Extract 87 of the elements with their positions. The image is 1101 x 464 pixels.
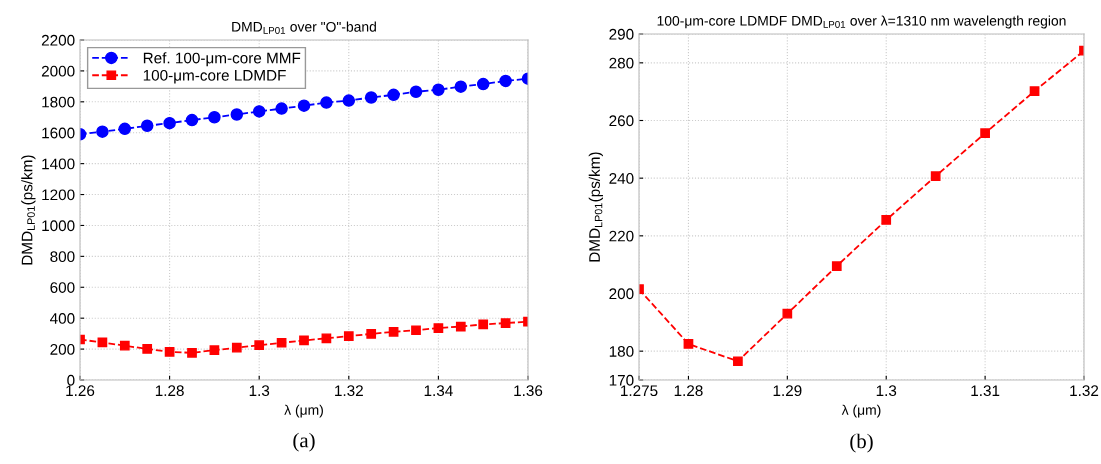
x-axis-title: λ (μm): [284, 404, 323, 418]
point: [980, 128, 990, 139]
point: [299, 335, 309, 346]
x-tick-label: 1.32: [335, 385, 363, 397]
y-tick-label: 290: [609, 28, 634, 40]
point: [930, 171, 941, 182]
legend-label: Ref. 100-μm-core MMF: [143, 52, 301, 67]
point: [320, 96, 333, 109]
point: [733, 356, 743, 367]
x-tick-label: 1.28: [155, 385, 184, 397]
text: (b): [850, 433, 873, 453]
point: [119, 340, 130, 351]
point: [500, 318, 511, 328]
x-axis-title: λ (μm): [841, 404, 881, 418]
x-tick-label: 1.32: [1070, 385, 1099, 397]
text: (a): [293, 432, 315, 452]
y-tick-label: 1600: [42, 127, 75, 139]
y-tick-label: 240: [609, 173, 634, 184]
point: [297, 99, 311, 112]
x-tick-label: 1.26: [66, 385, 95, 397]
point: [476, 77, 490, 91]
point: [254, 340, 265, 351]
point: [411, 325, 421, 336]
point: [230, 108, 244, 121]
point: [187, 347, 197, 358]
point: [185, 113, 199, 127]
point: [231, 342, 242, 353]
x-tick-label: 1.275: [621, 385, 658, 397]
point: [782, 308, 793, 319]
x-tick-label: 1.31: [971, 385, 1000, 397]
y-tick-label: 600: [50, 282, 75, 293]
y-tick-label: 2000: [41, 65, 75, 77]
point: [1029, 86, 1040, 96]
x-tick-label: 1.3: [249, 385, 270, 397]
point: [276, 337, 287, 348]
point: [432, 83, 445, 97]
point: [275, 102, 288, 115]
point: [321, 333, 332, 344]
point: [118, 122, 132, 136]
point: [140, 119, 154, 133]
point: [455, 321, 466, 332]
point: [163, 116, 176, 130]
y-axis-title: DMD$_{LP01}$(ps/km): [21, 155, 36, 265]
point: [252, 105, 266, 118]
point: [96, 125, 109, 138]
y-axis-title: DMD$_{LP01}$(ps/km): [588, 152, 603, 262]
point: [831, 261, 842, 271]
x-tick-label: 1.34: [424, 385, 453, 397]
point: [343, 331, 354, 341]
y-tick-label: 180: [609, 346, 634, 357]
chart-title: DMD$_{LP01}$ over "O"-band: [232, 21, 376, 34]
y-tick-label: 800: [50, 251, 75, 263]
point: [142, 344, 153, 354]
point: [454, 80, 468, 93]
point: [881, 215, 892, 225]
chart-title: 100-μm-core LDMDF DMD$_{LP01}$ over λ=1310 nm wavelength region: [657, 15, 1066, 29]
y-tick-label: 260: [609, 115, 634, 127]
y-tick-label: 200: [609, 288, 634, 300]
point: [209, 345, 220, 356]
y-tick-label: 220: [609, 230, 634, 242]
x-tick-label: 1.29: [773, 385, 802, 397]
point: [208, 111, 221, 124]
point: [478, 319, 489, 330]
y-tick-label: 1200: [42, 189, 75, 201]
point: [388, 326, 399, 337]
x-tick-label: 1.28: [674, 385, 703, 397]
y-tick-label: 2200: [41, 34, 75, 46]
y-tick-label: 170: [609, 374, 634, 386]
y-tick-label: 400: [50, 313, 75, 324]
y-tick-label: 280: [609, 57, 634, 69]
legend-label: 100-μm-core LDMDF: [143, 69, 286, 84]
point: [433, 323, 444, 333]
point: [683, 339, 694, 349]
point: [366, 329, 377, 339]
x-tick-label: 1.3: [876, 385, 897, 397]
point: [499, 74, 512, 88]
y-tick-label: 200: [50, 343, 75, 355]
y-tick-label: 1000: [42, 220, 75, 232]
y-tick-label: 1400: [42, 158, 75, 170]
point: [409, 85, 423, 99]
y-tick-label: 0: [67, 374, 75, 386]
point: [342, 94, 356, 107]
point: [164, 347, 175, 357]
point: [387, 88, 400, 102]
point: [364, 91, 378, 104]
x-tick-label: 1.36: [514, 385, 543, 397]
y-tick-label: 1800: [42, 96, 75, 108]
